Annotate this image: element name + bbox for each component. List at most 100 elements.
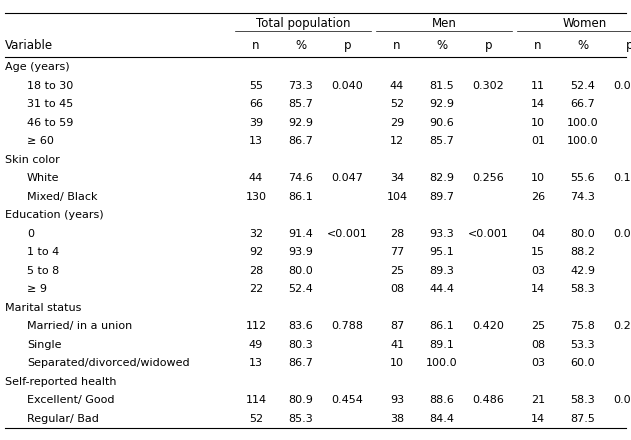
Text: %: % (436, 39, 447, 52)
Text: %: % (295, 39, 306, 52)
Text: 10: 10 (531, 118, 545, 128)
Text: Age (years): Age (years) (5, 62, 69, 72)
Text: 08: 08 (390, 284, 404, 294)
Text: 85.3: 85.3 (288, 414, 313, 424)
Text: 58.3: 58.3 (570, 395, 595, 405)
Text: 04: 04 (531, 229, 545, 239)
Text: 0.486: 0.486 (473, 395, 504, 405)
Text: 14: 14 (531, 284, 545, 294)
Text: Women: Women (563, 17, 607, 30)
Text: Excellent/ Good: Excellent/ Good (27, 395, 114, 405)
Text: %: % (577, 39, 588, 52)
Text: 81.5: 81.5 (429, 81, 454, 91)
Text: 82.9: 82.9 (429, 173, 454, 183)
Text: 32: 32 (249, 229, 263, 239)
Text: 41: 41 (390, 340, 404, 350)
Text: Education (years): Education (years) (5, 210, 103, 220)
Text: 112: 112 (245, 321, 266, 331)
Text: 92.9: 92.9 (288, 118, 313, 128)
Text: 25: 25 (390, 266, 404, 276)
Text: 44: 44 (390, 81, 404, 91)
Text: 03: 03 (531, 266, 545, 276)
Text: p: p (485, 39, 492, 52)
Text: 80.3: 80.3 (288, 340, 313, 350)
Text: Single: Single (27, 340, 61, 350)
Text: 75.8: 75.8 (570, 321, 595, 331)
Text: 84.4: 84.4 (429, 414, 454, 424)
Text: 0.256: 0.256 (473, 173, 504, 183)
Text: 86.7: 86.7 (288, 358, 313, 368)
Text: 0.039: 0.039 (613, 395, 631, 405)
Text: 90.6: 90.6 (429, 118, 454, 128)
Text: 0.420: 0.420 (473, 321, 504, 331)
Text: 44.4: 44.4 (429, 284, 454, 294)
Text: 77: 77 (390, 247, 404, 257)
Text: 42.9: 42.9 (570, 266, 595, 276)
Text: 0.047: 0.047 (331, 173, 363, 183)
Text: White: White (27, 173, 59, 183)
Text: n: n (393, 39, 401, 52)
Text: Self-reported health: Self-reported health (5, 377, 117, 387)
Text: 100.0: 100.0 (567, 136, 598, 146)
Text: 18 to 30: 18 to 30 (27, 81, 73, 91)
Text: 100.0: 100.0 (426, 358, 457, 368)
Text: 88.2: 88.2 (570, 247, 595, 257)
Text: 08: 08 (531, 340, 545, 350)
Text: 52: 52 (390, 99, 404, 109)
Text: n: n (534, 39, 542, 52)
Text: 14: 14 (531, 99, 545, 109)
Text: 60.0: 60.0 (570, 358, 595, 368)
Text: 5 to 8: 5 to 8 (27, 266, 59, 276)
Text: 13: 13 (249, 358, 263, 368)
Text: 53.3: 53.3 (570, 340, 595, 350)
Text: 93: 93 (390, 395, 404, 405)
Text: 38: 38 (390, 414, 404, 424)
Text: p: p (344, 39, 351, 52)
Text: 28: 28 (249, 266, 263, 276)
Text: 15: 15 (531, 247, 545, 257)
Text: n: n (252, 39, 260, 52)
Text: Mixed/ Black: Mixed/ Black (27, 192, 98, 202)
Text: 80.0: 80.0 (288, 266, 313, 276)
Text: 52.4: 52.4 (288, 284, 313, 294)
Text: 89.7: 89.7 (429, 192, 454, 202)
Text: <0.001: <0.001 (468, 229, 509, 239)
Text: 93.3: 93.3 (429, 229, 454, 239)
Text: 21: 21 (531, 395, 545, 405)
Text: 52: 52 (249, 414, 263, 424)
Text: 52.4: 52.4 (570, 81, 595, 91)
Text: Married/ in a union: Married/ in a union (27, 321, 133, 331)
Text: 11: 11 (531, 81, 545, 91)
Text: 58.3: 58.3 (570, 284, 595, 294)
Text: 80.9: 80.9 (288, 395, 313, 405)
Text: 0.454: 0.454 (331, 395, 363, 405)
Text: Variable: Variable (5, 39, 53, 52)
Text: 73.3: 73.3 (288, 81, 313, 91)
Text: 44: 44 (249, 173, 263, 183)
Text: 28: 28 (390, 229, 404, 239)
Text: Skin color: Skin color (5, 155, 60, 165)
Text: 130: 130 (245, 192, 266, 202)
Text: 0.057: 0.057 (613, 81, 631, 91)
Text: 92.9: 92.9 (429, 99, 454, 109)
Text: 114: 114 (245, 395, 266, 405)
Text: 66: 66 (249, 99, 263, 109)
Text: 92: 92 (249, 247, 263, 257)
Text: 14: 14 (531, 414, 545, 424)
Text: 55: 55 (249, 81, 263, 91)
Text: 55.6: 55.6 (570, 173, 595, 183)
Text: 0.788: 0.788 (331, 321, 363, 331)
Text: Men: Men (432, 17, 456, 30)
Text: 31 to 45: 31 to 45 (27, 99, 73, 109)
Text: 74.6: 74.6 (288, 173, 313, 183)
Text: Separated/divorced/widowed: Separated/divorced/widowed (27, 358, 190, 368)
Text: 66.7: 66.7 (570, 99, 595, 109)
Text: 89.3: 89.3 (429, 266, 454, 276)
Text: 95.1: 95.1 (429, 247, 454, 257)
Text: 85.7: 85.7 (288, 99, 313, 109)
Text: 89.1: 89.1 (429, 340, 454, 350)
Text: 39: 39 (249, 118, 263, 128)
Text: 0.167: 0.167 (613, 173, 631, 183)
Text: 85.7: 85.7 (429, 136, 454, 146)
Text: 0.040: 0.040 (332, 81, 363, 91)
